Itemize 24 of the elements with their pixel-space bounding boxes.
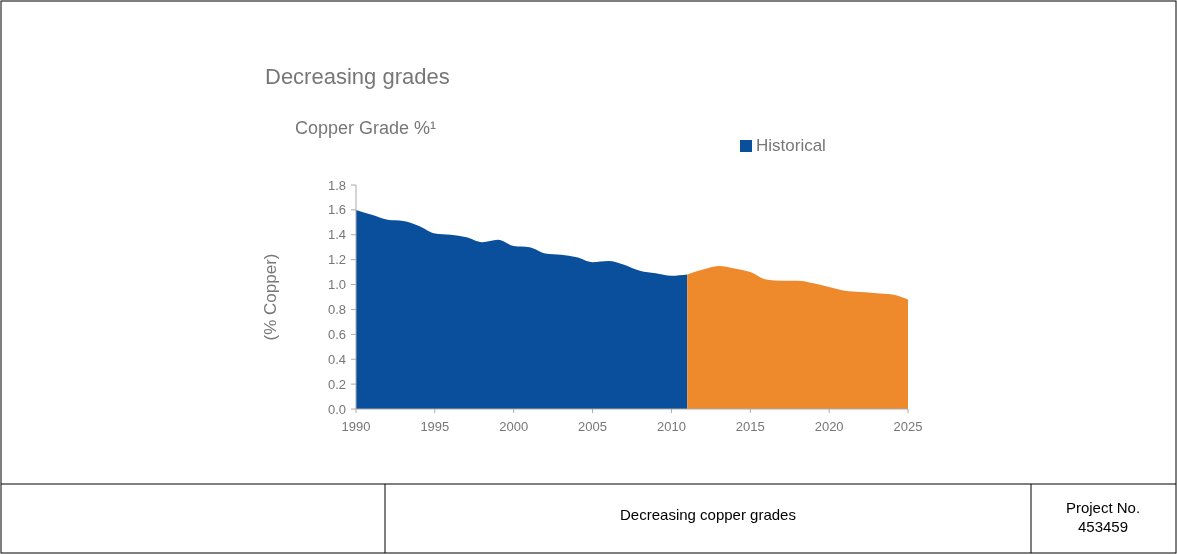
legend-label: Historical [756, 136, 826, 155]
y-tick-label: 0.6 [327, 326, 346, 342]
x-tick-label: 2025 [893, 419, 923, 434]
y-tick-label: 1.8 [327, 177, 346, 193]
y-tick-label: 1.6 [327, 202, 346, 218]
y-tick-label: 0.8 [327, 301, 346, 317]
y-tick-label: 0.4 [327, 351, 346, 367]
y-tick-label: 1.0 [327, 277, 346, 293]
x-tick-label: 2000 [499, 419, 529, 434]
x-tick-label: 1990 [341, 419, 371, 434]
x-tick-label: 2010 [656, 419, 686, 434]
x-tick-label: 2020 [814, 419, 844, 434]
x-tick-label: 2005 [578, 419, 608, 434]
y-axis-title: (% Copper) [261, 253, 280, 341]
y-tick-label: 0.2 [327, 376, 346, 392]
text: Project No. 453459 [1065, 499, 1141, 535]
chart-subtitle: Copper Grade %¹ [295, 118, 437, 138]
x-tick-label: 1995 [420, 419, 450, 434]
y-tick-label: 0.0 [327, 401, 346, 417]
text: Decreasing copper grades [620, 506, 796, 523]
y-tick-label: 1.4 [327, 227, 346, 243]
chart-title: Decreasing grades [265, 64, 450, 89]
y-tick-label: 1.2 [327, 252, 346, 268]
x-tick-label: 2015 [735, 419, 765, 434]
